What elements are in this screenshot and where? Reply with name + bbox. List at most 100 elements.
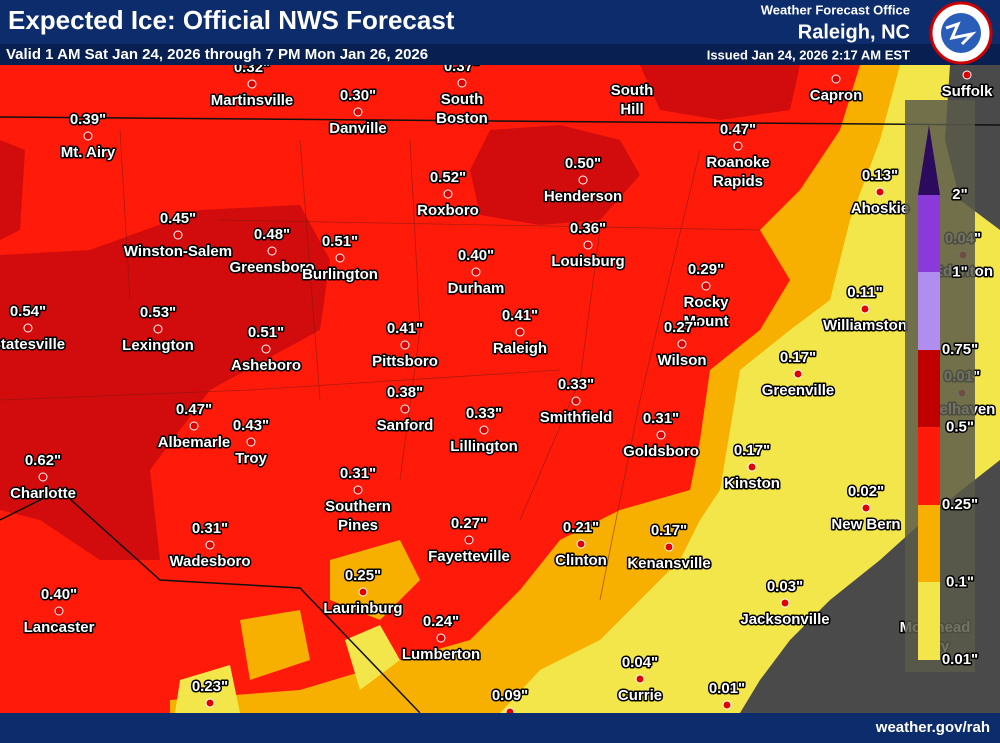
ice-amount: 0.38" <box>387 384 423 401</box>
place-name: Pines <box>338 517 378 534</box>
header-band <box>0 0 1000 44</box>
heavy-ice-area <box>0 140 25 240</box>
place-dot <box>656 430 666 440</box>
place-name: Mt. Airy <box>61 144 116 161</box>
ice-amount: 0.41" <box>502 307 538 324</box>
legend-label: 0.75" <box>942 341 978 358</box>
place-name: Greenville <box>762 382 835 399</box>
trace-ice-area <box>175 625 400 713</box>
heavy-ice-area <box>470 125 640 225</box>
state-border <box>0 489 421 714</box>
place-dot <box>358 587 368 597</box>
place-name: Suffolk <box>942 83 993 100</box>
place-name: Louisburg <box>551 253 624 270</box>
ice-amount: 0.48" <box>254 226 290 243</box>
place-dot <box>831 74 841 84</box>
place-name: Burlington <box>302 266 378 283</box>
place-name: Lillington <box>450 438 517 455</box>
place-dot <box>861 503 871 513</box>
nws-logo <box>929 1 993 65</box>
place-dot <box>722 700 732 710</box>
place-dot <box>583 240 593 250</box>
ice-amount: 0.31" <box>192 520 228 537</box>
legend-arrow <box>918 125 940 195</box>
place-dot <box>23 323 33 333</box>
legend-labels: 2" 1" 0.75" 0.5" 0.25" 0.1" 0.01" <box>940 184 979 669</box>
place-name: New Bern <box>831 516 900 533</box>
place-dot <box>875 187 885 197</box>
legend-swatch <box>918 272 940 350</box>
legend-label: 1" <box>952 263 967 280</box>
place-dot <box>701 281 711 291</box>
place-dot <box>335 253 345 263</box>
county-lines <box>0 129 761 601</box>
place-name: Wadesboro <box>169 553 250 570</box>
place-name: Hill <box>620 101 643 118</box>
legend-swatch <box>918 350 940 427</box>
place-name: South <box>441 91 484 108</box>
place-dot <box>677 339 687 349</box>
ice-amount: 0.43" <box>233 417 269 434</box>
ice-amount: 0.40" <box>41 586 77 603</box>
heavy-ice-area <box>640 65 800 120</box>
place-dot <box>576 539 586 549</box>
ice-amount: 0.54" <box>10 303 46 320</box>
place-name: Martinsville <box>211 92 294 109</box>
ice-amount: 0.25" <box>345 567 381 584</box>
place-dot <box>400 404 410 414</box>
place-dot <box>247 79 257 89</box>
ice-amount: 0.27" <box>451 515 487 532</box>
ice-amount: 0.30" <box>340 87 376 104</box>
legend-label: 0.01" <box>942 651 978 668</box>
place-name: Rapids <box>713 173 763 190</box>
ice-amount: 0.02" <box>848 483 884 500</box>
ice-amount: 0.17" <box>734 442 770 459</box>
ice-amount: 0.47" <box>176 401 212 418</box>
ice-amount: 0.17" <box>651 522 687 539</box>
ice-amount: 0.17" <box>780 349 816 366</box>
ice-amount: 0.45" <box>160 210 196 227</box>
office: Weather Forecast Office <box>761 2 910 17</box>
place-name: Winston-Salem <box>124 243 232 260</box>
place-dot <box>578 175 588 185</box>
place-dot <box>54 606 64 616</box>
places: 0.32"Martinsville 0.30"Danville0.37"South… <box>0 56 997 717</box>
place-name: Kinston <box>724 475 780 492</box>
place-name: Capron <box>810 87 863 104</box>
ice-amount: 0.27" <box>664 319 700 336</box>
place-dot <box>747 462 757 472</box>
title: Expected Ice: Official NWS Forecast <box>8 5 455 35</box>
place-name: Williamston <box>823 317 907 334</box>
place-dot <box>571 396 581 406</box>
location: Raleigh, NC <box>798 21 910 43</box>
ice-amount: 0.24" <box>423 613 459 630</box>
legend-swatch <box>918 427 940 505</box>
place-name: Lancaster <box>24 619 95 636</box>
place-dot <box>246 437 256 447</box>
place-name: Goldsboro <box>623 443 699 460</box>
place-name: Clinton <box>555 552 607 569</box>
place-name: Jacksonville <box>740 611 829 628</box>
place-dot <box>793 369 803 379</box>
place-dot <box>83 131 93 141</box>
legend-label: 2" <box>952 186 967 203</box>
place-name: Boston <box>436 110 488 127</box>
place-name: Lexington <box>122 337 194 354</box>
ice-amount: 0.33" <box>558 376 594 393</box>
place-dot <box>205 698 215 708</box>
ice-amount: 0.21" <box>563 519 599 536</box>
place-dot <box>515 327 525 337</box>
place-dot <box>353 485 363 495</box>
legend-label: 0.25" <box>942 496 978 513</box>
place-name: Statesville <box>0 336 65 353</box>
place-name: Mount <box>684 313 729 330</box>
ice-amount: 0.41" <box>387 320 423 337</box>
ice-amount: 0.31" <box>643 410 679 427</box>
place-name: Asheboro <box>231 357 301 374</box>
place-dot <box>457 78 467 88</box>
light-ice-area <box>240 540 420 680</box>
place-name: Albemarle <box>158 434 231 451</box>
state-border <box>0 116 1000 126</box>
place-dot <box>38 472 48 482</box>
